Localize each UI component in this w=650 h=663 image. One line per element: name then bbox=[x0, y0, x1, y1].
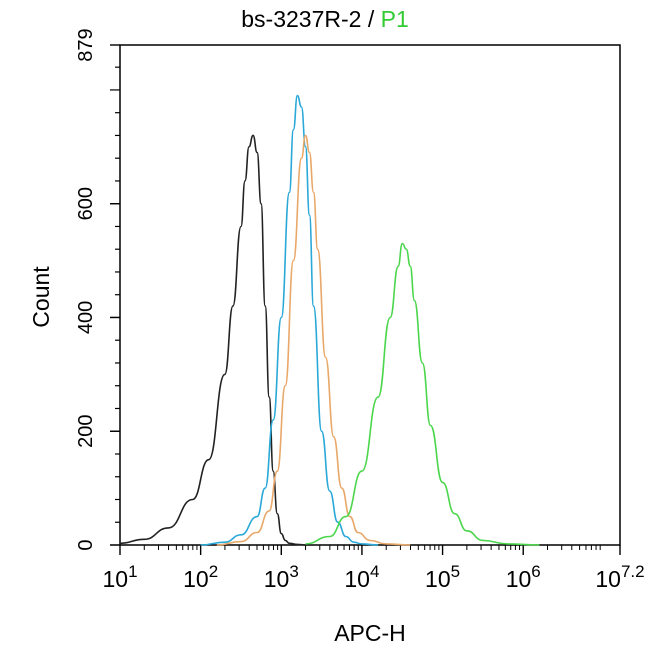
chart-title: bs-3237R-2 / P1 bbox=[0, 6, 650, 33]
y-tick-label: 600 bbox=[75, 187, 97, 220]
chart-title-text: bs-3237R-2 / bbox=[241, 6, 375, 32]
y-tick-label: 879 bbox=[75, 28, 97, 61]
x-tick-label: 101 bbox=[102, 562, 137, 592]
x-tick-label: 104 bbox=[344, 562, 379, 592]
y-axis-label: Count bbox=[28, 266, 54, 328]
y-tick-label: 400 bbox=[75, 301, 97, 334]
histogram-curves bbox=[119, 94, 540, 546]
gate-label: P1 bbox=[380, 6, 409, 32]
y-axis-ticks: 0 200 400 600 879 bbox=[75, 28, 120, 551]
y-tick-label: 200 bbox=[75, 415, 97, 448]
x-tick-label: 102 bbox=[183, 562, 218, 592]
plot-border bbox=[119, 44, 621, 546]
x-tick-label: 103 bbox=[264, 562, 299, 592]
x-tick-label: 106 bbox=[506, 562, 541, 592]
histogram-series-1 bbox=[119, 134, 306, 546]
x-tick-label: 105 bbox=[425, 562, 460, 592]
plot-frame bbox=[119, 44, 621, 546]
x-tick-label: 107.2 bbox=[595, 562, 644, 592]
y-tick-label: 0 bbox=[75, 539, 97, 550]
histogram-series-2 bbox=[200, 94, 379, 546]
x-axis-label: APC-H bbox=[334, 620, 406, 646]
histogram-series-3 bbox=[216, 134, 411, 546]
x-axis-ticks: 101 102 103 104 105 106 107.2 bbox=[102, 545, 645, 592]
histogram-series-4 bbox=[305, 242, 540, 546]
